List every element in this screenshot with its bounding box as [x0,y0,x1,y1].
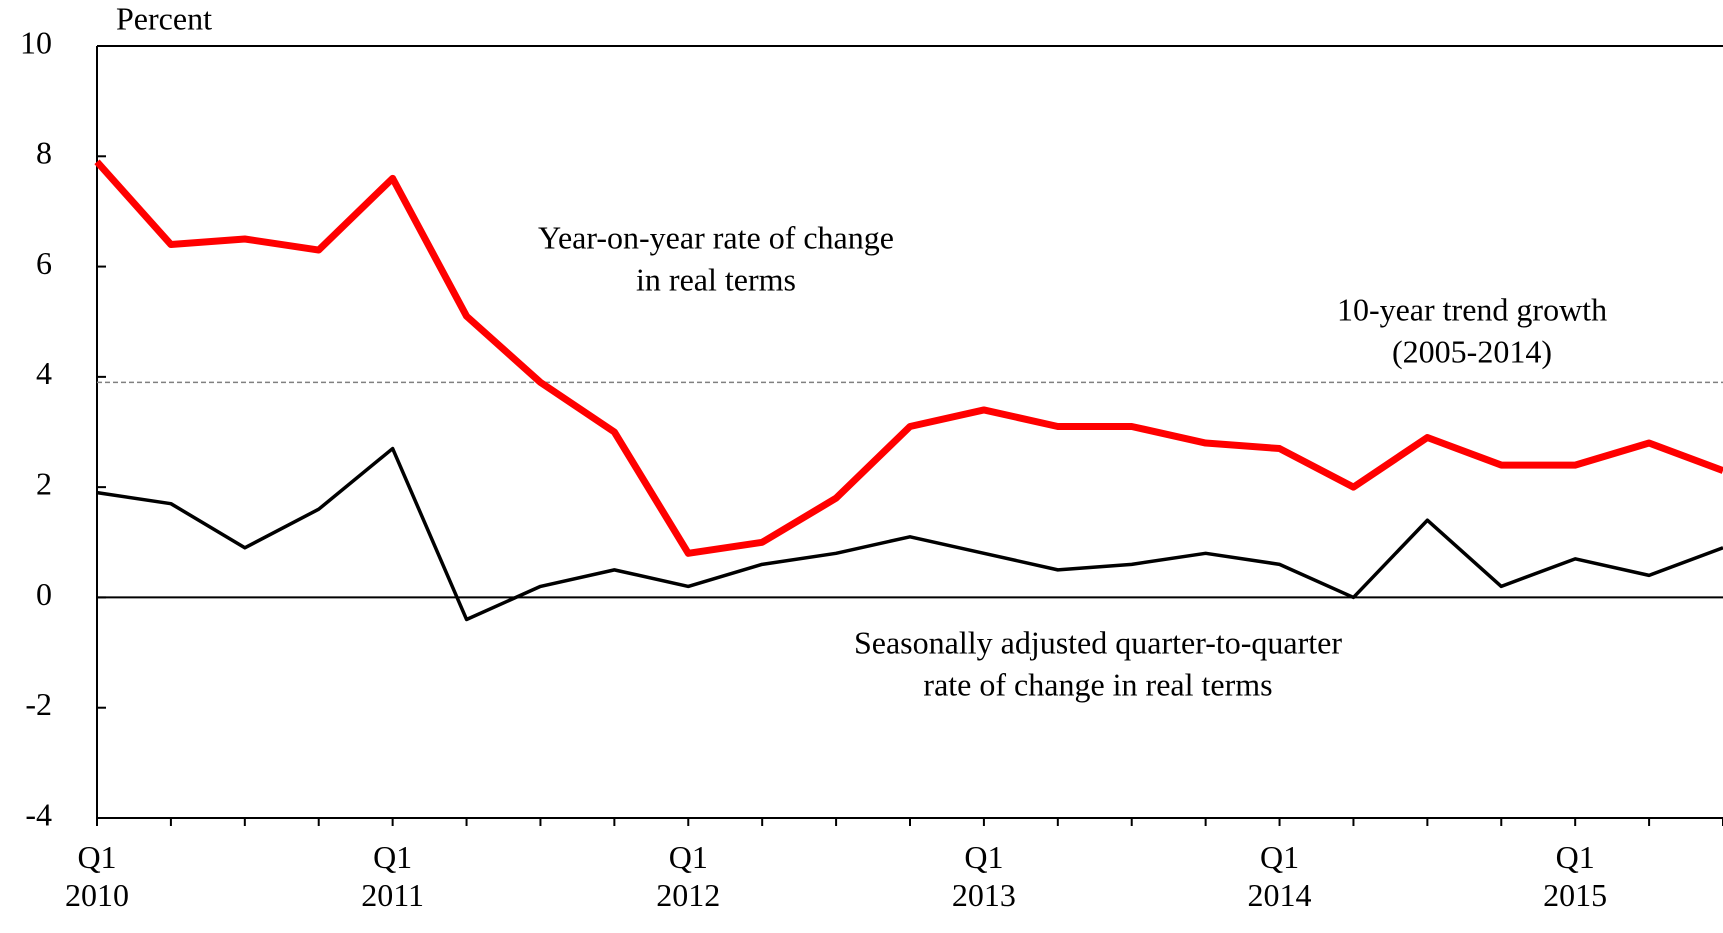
y-axis-label: Percent [116,0,212,36]
y-tick-label: 10 [20,24,52,60]
annotation: (2005-2014) [1392,333,1552,369]
y-tick-label: 2 [36,465,52,501]
x-tick-label: Q1 2012 [656,839,721,913]
annotation: in real terms [636,261,796,297]
x-tick-label: Q1 2010 [65,839,129,913]
y-tick-label: 0 [36,576,52,612]
x-tick-label: Q1 2015 [1543,839,1608,913]
y-tick-label: -4 [25,796,52,832]
series-line [96,446,1723,622]
x-tick-label: Q1 2011 [361,839,425,913]
annotation: Seasonally adjusted quarter-to-quarter [854,624,1342,660]
annotation: Year-on-year rate of change [538,219,894,255]
y-tick-label: -2 [25,686,52,722]
x-tick-label: Q1 2013 [951,839,1016,913]
y-tick-label: 8 [36,135,52,171]
annotation: rate of change in real terms [923,666,1272,702]
y-tick-label: 4 [36,355,52,391]
y-tick-label: 6 [36,245,52,281]
x-tick-label: Q1 2014 [1247,839,1312,913]
annotation: 10-year trend growth [1337,291,1607,327]
series-line [94,159,1723,557]
